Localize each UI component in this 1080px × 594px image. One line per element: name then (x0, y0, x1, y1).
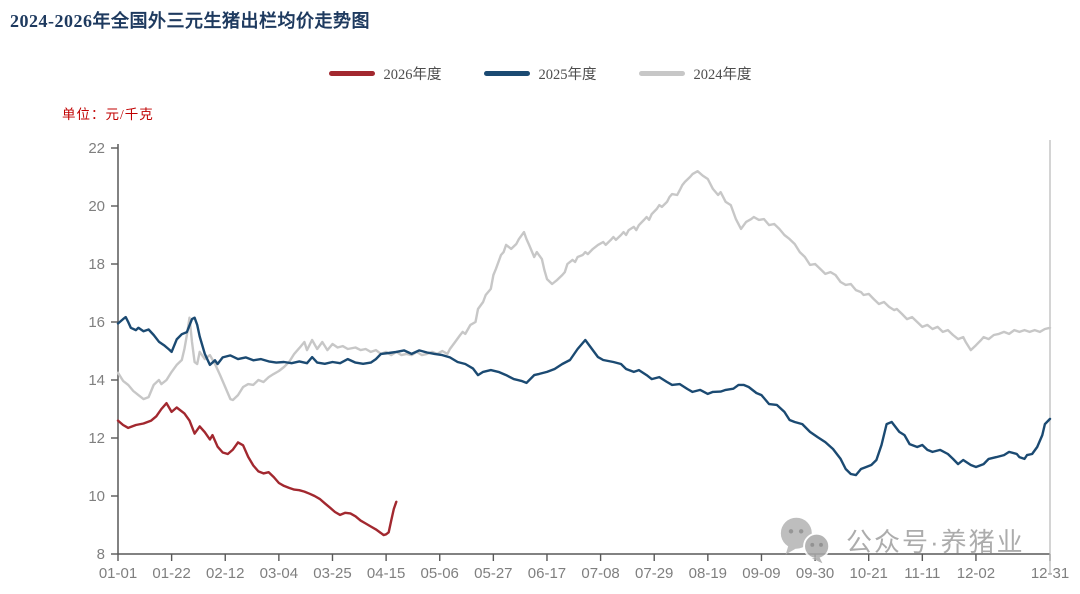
x-tick-label: 04-15 (367, 565, 405, 582)
legend-swatch (328, 71, 375, 76)
x-tick-label: 01-01 (99, 565, 137, 582)
legend-item: 2024年度 (638, 63, 752, 84)
series-line-2026年度 (116, 402, 398, 537)
y-tick-label: 10 (88, 488, 105, 505)
x-tick-label: 07-08 (581, 565, 619, 582)
chart-legend: 2026年度 2025年度 2024年度 (0, 63, 1080, 84)
x-tick-label: 02-12 (206, 565, 244, 582)
x-tick-label: 09-30 (796, 565, 834, 582)
legend-label: 2024年度 (693, 67, 752, 83)
x-tick-label: 03-04 (260, 565, 298, 582)
x-tick-label: 07-29 (635, 565, 673, 582)
y-tick-label: 12 (88, 430, 105, 447)
legend-swatch (638, 71, 685, 76)
x-tick-label: 10-21 (850, 565, 888, 582)
legend-swatch (483, 71, 530, 76)
page-title: 2024-2026年全国外三元生猪出栏均价走势图 (10, 11, 370, 31)
x-tick-label: 12-02 (957, 565, 995, 582)
y-tick-label: 16 (88, 314, 105, 331)
x-tick-label: 08-19 (689, 565, 727, 582)
y-tick-label: 20 (88, 198, 105, 215)
x-tick-label: 05-06 (421, 565, 459, 582)
unit-label: 单位：元/千克 (62, 107, 154, 122)
x-tick-label: 09-09 (742, 565, 780, 582)
y-tick-label: 18 (88, 256, 105, 273)
x-tick-label: 03-25 (313, 565, 351, 582)
y-tick-label: 14 (88, 372, 105, 389)
x-tick-label: 05-27 (474, 565, 512, 582)
x-tick-label: 11-11 (904, 565, 940, 582)
series-line-2024年度 (116, 169, 1052, 402)
legend-label: 2025年度 (538, 67, 597, 83)
legend-item: 2025年度 (483, 63, 597, 84)
series-line-2025年度 (116, 315, 1052, 477)
x-tick-label: 01-22 (152, 565, 190, 582)
x-tick-label: 06-17 (528, 565, 566, 582)
legend-item: 2026年度 (328, 63, 442, 84)
y-tick-label: 22 (88, 140, 105, 157)
y-tick-label: 8 (97, 546, 105, 563)
legend-label: 2026年度 (383, 67, 442, 83)
